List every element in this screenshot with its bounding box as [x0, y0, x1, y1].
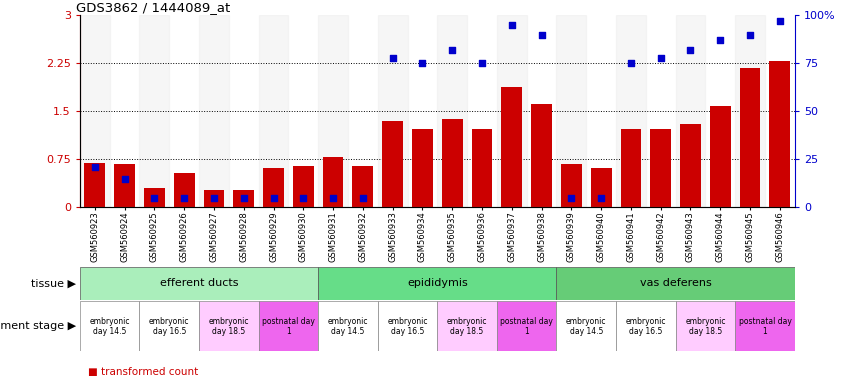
Bar: [382, 121, 403, 207]
Text: embryonic
day 14.5: embryonic day 14.5: [566, 317, 606, 336]
Point: [654, 55, 668, 61]
Bar: [80, 267, 318, 300]
Bar: [318, 301, 378, 351]
Point: [118, 175, 131, 182]
Bar: [497, 301, 557, 351]
Point: [148, 195, 161, 201]
Bar: [770, 61, 791, 207]
Bar: [437, 301, 497, 351]
Bar: [114, 164, 135, 207]
Bar: [680, 124, 701, 207]
Point: [773, 18, 786, 24]
Bar: [199, 15, 229, 207]
Point: [326, 195, 340, 201]
Text: epididymis: epididymis: [407, 278, 468, 288]
Point: [207, 195, 220, 201]
Bar: [144, 188, 165, 207]
Bar: [318, 267, 557, 300]
Bar: [378, 15, 408, 207]
Bar: [557, 267, 795, 300]
Bar: [739, 68, 760, 207]
Bar: [532, 104, 552, 207]
Bar: [442, 119, 463, 207]
Bar: [675, 15, 706, 207]
Bar: [735, 15, 765, 207]
Bar: [263, 168, 284, 207]
Text: embryonic
day 18.5: embryonic day 18.5: [447, 317, 487, 336]
Bar: [650, 129, 671, 207]
Text: embryonic
day 18.5: embryonic day 18.5: [209, 317, 249, 336]
Text: vas deferens: vas deferens: [640, 278, 711, 288]
Point: [446, 47, 459, 53]
Bar: [323, 157, 343, 207]
Bar: [259, 15, 288, 207]
Text: embryonic
day 16.5: embryonic day 16.5: [388, 317, 428, 336]
Text: efferent ducts: efferent ducts: [160, 278, 238, 288]
Point: [237, 195, 251, 201]
Point: [564, 195, 578, 201]
Bar: [84, 162, 105, 207]
Point: [595, 195, 608, 201]
Bar: [497, 15, 526, 207]
Text: embryonic
day 14.5: embryonic day 14.5: [89, 317, 130, 336]
Text: development stage ▶: development stage ▶: [0, 321, 76, 331]
Point: [505, 22, 519, 28]
Bar: [412, 129, 433, 207]
Point: [267, 195, 280, 201]
Bar: [174, 174, 194, 207]
Bar: [233, 190, 254, 207]
Text: postnatal day
1: postnatal day 1: [738, 317, 791, 336]
Point: [177, 195, 191, 201]
Text: GDS3862 / 1444089_at: GDS3862 / 1444089_at: [77, 1, 230, 14]
Bar: [710, 106, 731, 207]
Point: [386, 55, 399, 61]
Bar: [735, 301, 795, 351]
Bar: [318, 15, 348, 207]
Point: [297, 195, 310, 201]
Text: ■ transformed count: ■ transformed count: [88, 367, 198, 377]
Bar: [293, 166, 314, 207]
Point: [684, 47, 697, 53]
Bar: [204, 190, 225, 207]
Bar: [378, 301, 437, 351]
Bar: [140, 15, 169, 207]
Bar: [199, 301, 259, 351]
Bar: [259, 301, 318, 351]
Bar: [621, 129, 642, 207]
Point: [743, 31, 757, 38]
Bar: [675, 301, 735, 351]
Bar: [140, 301, 199, 351]
Text: embryonic
day 18.5: embryonic day 18.5: [685, 317, 726, 336]
Point: [535, 31, 548, 38]
Point: [713, 37, 727, 43]
Bar: [501, 87, 522, 207]
Bar: [472, 129, 493, 207]
Bar: [437, 15, 467, 207]
Text: embryonic
day 14.5: embryonic day 14.5: [328, 317, 368, 336]
Bar: [590, 168, 611, 207]
Text: tissue ▶: tissue ▶: [30, 278, 76, 288]
Bar: [557, 15, 586, 207]
Point: [475, 60, 489, 66]
Bar: [561, 164, 582, 207]
Text: postnatal day
1: postnatal day 1: [500, 317, 553, 336]
Bar: [352, 166, 373, 207]
Bar: [80, 15, 109, 207]
Bar: [616, 15, 646, 207]
Bar: [80, 301, 140, 351]
Text: postnatal day
1: postnatal day 1: [262, 317, 315, 336]
Bar: [557, 301, 616, 351]
Point: [356, 195, 369, 201]
Point: [415, 60, 429, 66]
Bar: [616, 301, 675, 351]
Text: embryonic
day 16.5: embryonic day 16.5: [149, 317, 189, 336]
Point: [88, 164, 102, 170]
Point: [624, 60, 637, 66]
Text: embryonic
day 16.5: embryonic day 16.5: [626, 317, 666, 336]
